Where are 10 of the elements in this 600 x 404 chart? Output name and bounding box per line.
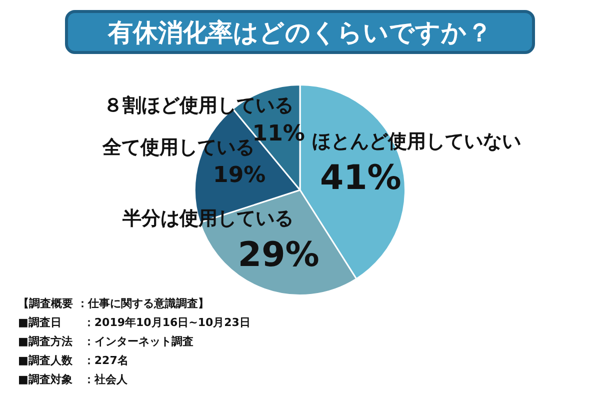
text: ■調査対象 ：社会人 — [18, 372, 128, 388]
data-label: 29% — [238, 235, 320, 276]
text: ■調査日 ：2019年10月16日~10月23日 — [18, 315, 250, 331]
data-label: 41% — [320, 158, 402, 198]
slice-label: ８割ほど使用している — [104, 94, 294, 117]
text: ■調査方法 ：インターネット調査 — [18, 334, 194, 350]
text: ■調査人数 ：227名 — [18, 353, 130, 369]
text: 【調査概要 ：仕事に関する意識調査】 — [18, 296, 210, 312]
chart-title: 有休消化率はどのくらいですか？ — [65, 10, 535, 54]
data-label: 19% — [213, 163, 266, 188]
